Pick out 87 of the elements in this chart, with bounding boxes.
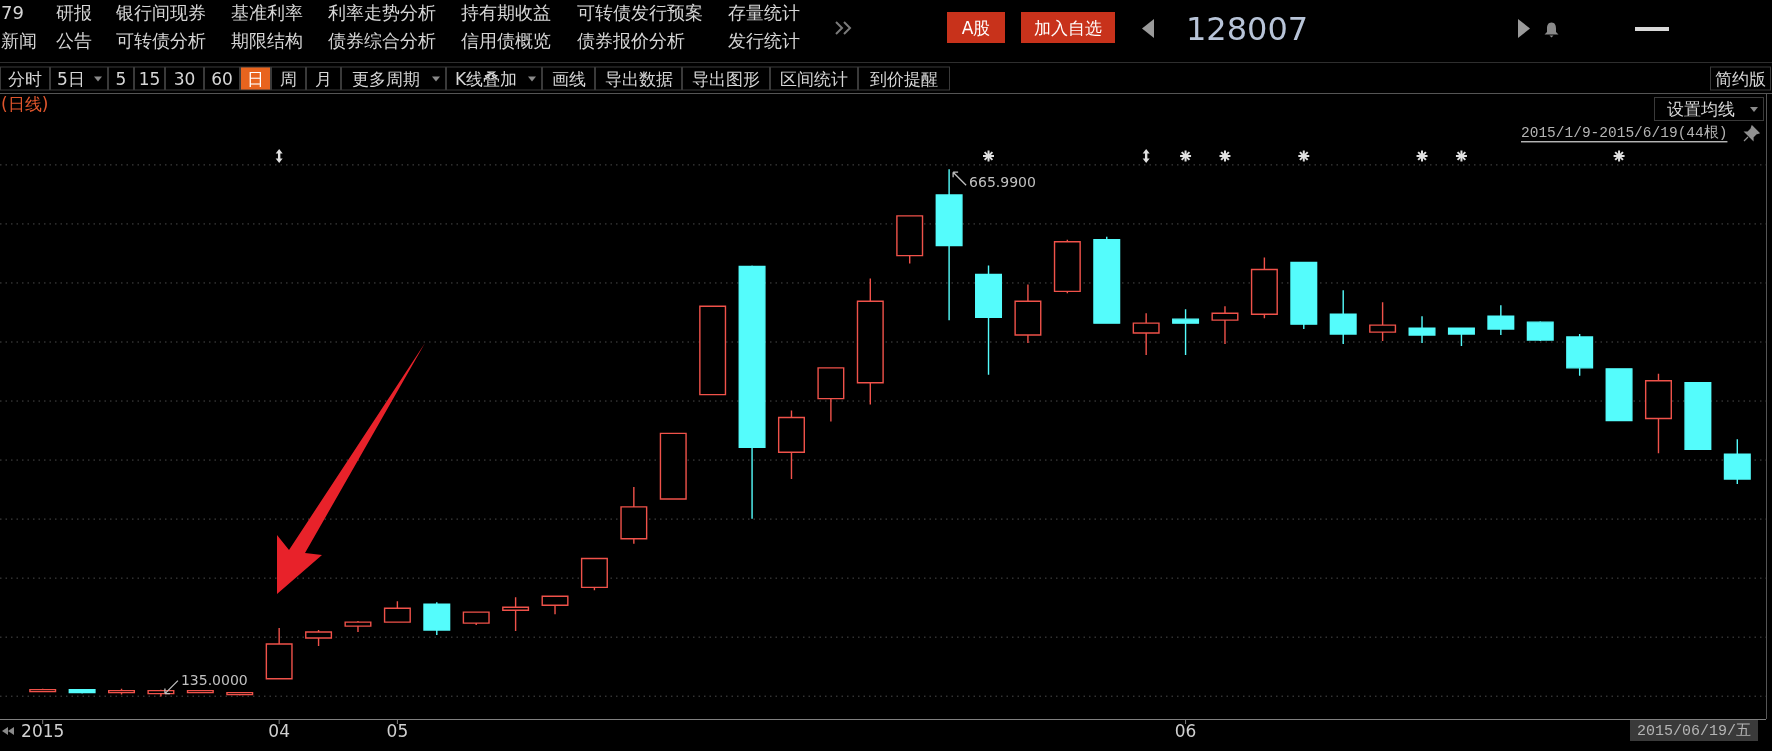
text: 持有期收益 <box>461 1 551 23</box>
text: 发行统计 <box>728 29 800 51</box>
text: 导出数据 <box>604 68 673 89</box>
candlestick <box>580 557 608 592</box>
text: 区间统计 <box>780 68 848 89</box>
candlestick <box>186 689 214 694</box>
candlestick <box>699 305 727 396</box>
candlestick <box>344 620 372 633</box>
candlestick <box>108 687 136 696</box>
candlestick <box>817 367 845 423</box>
text: 79 <box>1 1 24 23</box>
text: 利率走势分析 <box>328 1 436 23</box>
text: A股 <box>961 18 991 38</box>
annotation: 665.9900 <box>969 174 1036 191</box>
text: 加入自选 <box>1034 18 1102 38</box>
text: 研报 <box>56 1 92 23</box>
text: 设置均线 <box>1667 99 1735 119</box>
text: 更多周期 <box>351 68 420 89</box>
text: 2015/06/19/五 <box>1636 722 1752 740</box>
candlestick <box>620 486 648 545</box>
candlestick <box>1487 304 1515 336</box>
text: K线叠加 <box>454 68 518 89</box>
candlestick <box>1250 256 1278 319</box>
text: 5日 <box>57 68 85 89</box>
candlestick <box>68 688 96 695</box>
text: 月 <box>315 68 332 89</box>
text: 可转债分析 <box>116 29 206 51</box>
text: 基准利率 <box>231 1 303 23</box>
candlestick <box>305 629 333 647</box>
candlestick <box>1684 382 1712 450</box>
candlestick <box>265 627 293 680</box>
candlestick <box>1605 368 1633 422</box>
text: 到价提醒 <box>870 68 938 89</box>
text: 分时 <box>8 68 42 89</box>
text: 债券综合分析 <box>328 29 436 51</box>
text: 可转债发行预案 <box>577 1 703 23</box>
text: 导出图形 <box>692 68 760 89</box>
candlestick <box>856 277 884 406</box>
text: 期限结构 <box>231 29 303 51</box>
text: 2015/1/9-2015/6/19(44根) <box>1521 124 1728 141</box>
candlestick <box>777 409 805 480</box>
text: 债券报价分析 <box>577 29 685 51</box>
text: 60 <box>211 68 233 89</box>
candlestick <box>738 264 766 520</box>
text: 信用债概览 <box>461 29 551 51</box>
candlestick <box>975 264 1003 376</box>
candlestick <box>1014 283 1042 344</box>
text: 日 <box>247 68 264 89</box>
candlestick <box>462 611 490 626</box>
x-tick-label: 2015 <box>21 721 65 741</box>
text: 公告 <box>56 29 92 51</box>
text: 简约版 <box>1715 68 1766 89</box>
text: 画线 <box>551 68 586 89</box>
text: 5 <box>115 68 127 89</box>
text: 周 <box>280 68 297 89</box>
candlestick <box>1644 373 1672 454</box>
x-tick-label: 05 <box>386 721 409 741</box>
candlestick <box>1723 438 1751 485</box>
candlestick <box>502 596 530 632</box>
candlestick <box>1447 327 1475 347</box>
candlestick <box>659 432 687 500</box>
text: 存量统计 <box>728 1 800 23</box>
candlestick <box>1093 236 1121 324</box>
x-tick-label: 06 <box>1174 721 1197 741</box>
candlestick <box>1053 239 1081 295</box>
candlestick <box>1132 312 1160 356</box>
candlestick <box>1172 308 1200 356</box>
candlestick <box>1526 320 1554 342</box>
candlestick <box>226 691 254 697</box>
chart-title: 128007 <box>1186 10 1309 48</box>
candlestick <box>1211 305 1239 345</box>
candlestick <box>383 600 411 623</box>
text: (日线) <box>1 94 49 114</box>
candlestick <box>541 595 569 615</box>
candlestick <box>423 601 451 636</box>
text: 30 <box>173 68 196 89</box>
candlestick <box>1290 261 1318 330</box>
text: 新闻 <box>1 29 37 51</box>
candlestick <box>29 687 57 693</box>
candlestick <box>1408 315 1436 344</box>
candlestick <box>1329 289 1357 345</box>
x-tick-label: 04 <box>268 721 290 741</box>
text: 银行间现券 <box>115 1 206 23</box>
annotation: 135.0000 <box>180 671 248 688</box>
candlestick <box>1566 333 1594 377</box>
candlestick <box>1369 301 1397 342</box>
candlestick <box>896 215 924 265</box>
